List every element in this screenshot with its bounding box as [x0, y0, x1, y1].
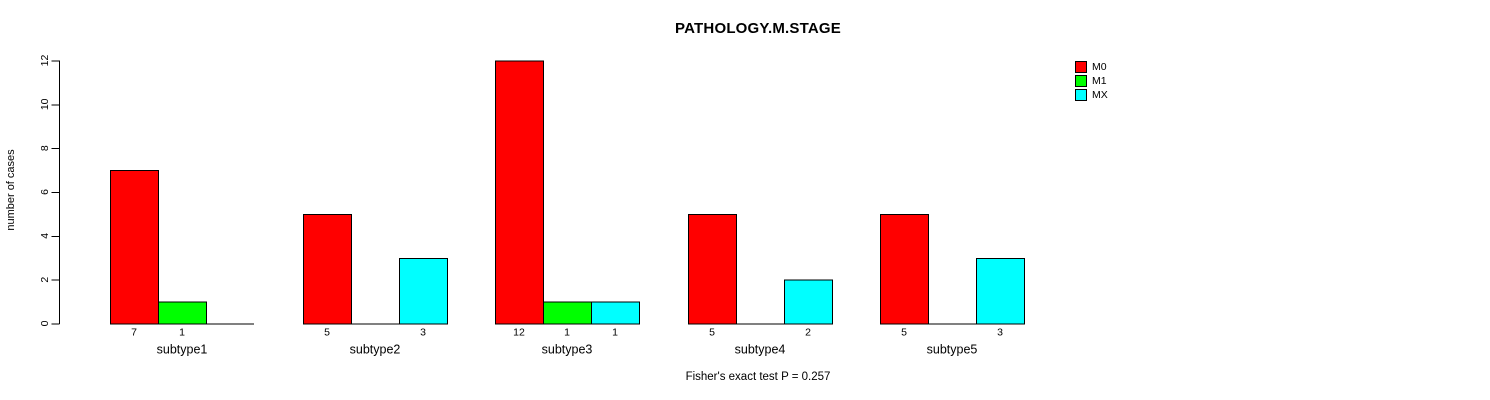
bar-value-label: 1 [179, 327, 185, 339]
bar-value-label: 2 [805, 327, 811, 339]
legend-label: MX [1092, 89, 1108, 101]
legend-label: M0 [1092, 61, 1107, 73]
legend-label: M1 [1092, 75, 1107, 87]
x-category-label-subtype3: subtype3 [542, 343, 593, 357]
x-category-label-subtype5: subtype5 [927, 343, 978, 357]
bar-subtype3-M0 [495, 60, 544, 325]
bar-value-label: 5 [709, 327, 715, 339]
legend-swatch-icon [1075, 75, 1087, 87]
bar-subtype4-M0 [688, 213, 737, 325]
bar-value-label: 3 [420, 327, 426, 339]
chart-title: PATHOLOGY.M.STAGE [675, 20, 841, 37]
bar-value-label: 7 [131, 327, 137, 339]
bar-value-label: 1 [564, 327, 570, 339]
bar-subtype2-M0 [303, 213, 352, 325]
bar-subtype5-MX [976, 257, 1025, 325]
bar-subtype1-M0 [110, 170, 159, 325]
y-axis-tick-label: 4 [39, 233, 51, 239]
bar-subtype2-MX [399, 257, 448, 325]
legend: M0 M1 MX [1075, 61, 1108, 103]
bar-value-label: 5 [324, 327, 330, 339]
y-axis-tick-label: 8 [39, 145, 51, 151]
legend-item-M1: M1 [1075, 75, 1108, 87]
y-axis-tick-label: 0 [39, 320, 51, 326]
legend-swatch-icon [1075, 89, 1087, 101]
bar-value-label: 3 [997, 327, 1003, 339]
x-category-label-subtype1: subtype1 [157, 343, 208, 357]
bar-subtype3-M1 [543, 301, 592, 325]
x-category-label-subtype2: subtype2 [350, 343, 401, 357]
bar-subtype5-M0 [880, 213, 929, 325]
bar-value-label: 1 [612, 327, 618, 339]
y-axis-tick-label: 6 [39, 189, 51, 195]
x-category-label-subtype4: subtype4 [735, 343, 786, 357]
bar-value-label: 12 [513, 327, 525, 339]
bar-subtype4-MX [784, 279, 833, 325]
bar-subtype1-M1 [158, 301, 207, 325]
y-axis-tick-label: 10 [39, 98, 51, 110]
legend-item-M0: M0 [1075, 61, 1108, 73]
y-axis-tick-label: 2 [39, 277, 51, 283]
legend-swatch-icon [1075, 61, 1087, 73]
y-axis-tick-label: 12 [39, 55, 51, 67]
legend-item-MX: MX [1075, 89, 1108, 101]
bar-value-label: 5 [901, 327, 907, 339]
fisher-test-annotation: Fisher's exact test P = 0.257 [685, 371, 831, 383]
bar-subtype3-MX [591, 301, 640, 325]
